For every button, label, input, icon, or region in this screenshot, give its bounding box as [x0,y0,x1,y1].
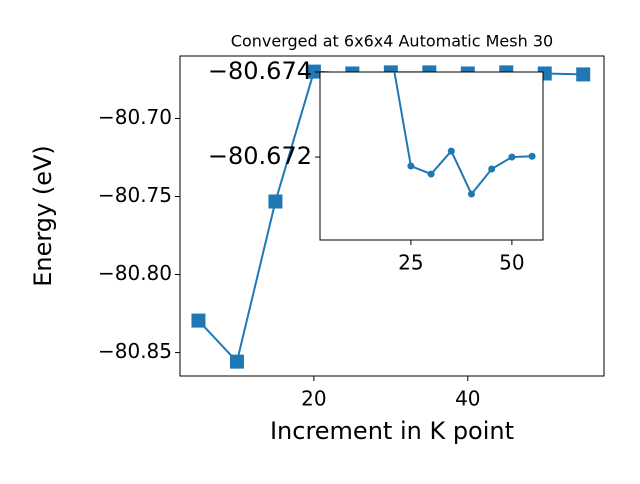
plot-content [393,72,536,198]
x-axis-label: Increment in K point [270,417,514,445]
y-tick-label: −80.75 [98,183,172,207]
x-tick-label: 20 [301,387,326,411]
marker [427,170,435,178]
y-tick-label: −80.80 [98,261,172,285]
marker [268,194,283,209]
y-tick-label: −80.674 [208,57,312,85]
x-tick-label: 25 [398,251,423,275]
marker [488,165,496,173]
marker [407,162,415,170]
marker [467,190,475,198]
y-tick-label: −80.85 [98,339,172,363]
marker [447,147,455,155]
marker [229,354,244,369]
data-line [393,72,533,196]
y-tick-label: −80.70 [98,105,172,129]
marker [576,67,591,82]
x-tick-label: 40 [455,387,480,411]
marker [306,64,321,79]
chart-title: Converged at 6x6x4 Automatic Mesh 30 [231,32,553,51]
plot-area [319,71,544,241]
y-tick-label: −80.672 [208,142,312,170]
x-tick-label: 50 [499,251,524,275]
marker [528,152,536,160]
y-axis-label: Energy (eV) [29,145,57,287]
marker [508,153,516,161]
marker [191,313,206,328]
